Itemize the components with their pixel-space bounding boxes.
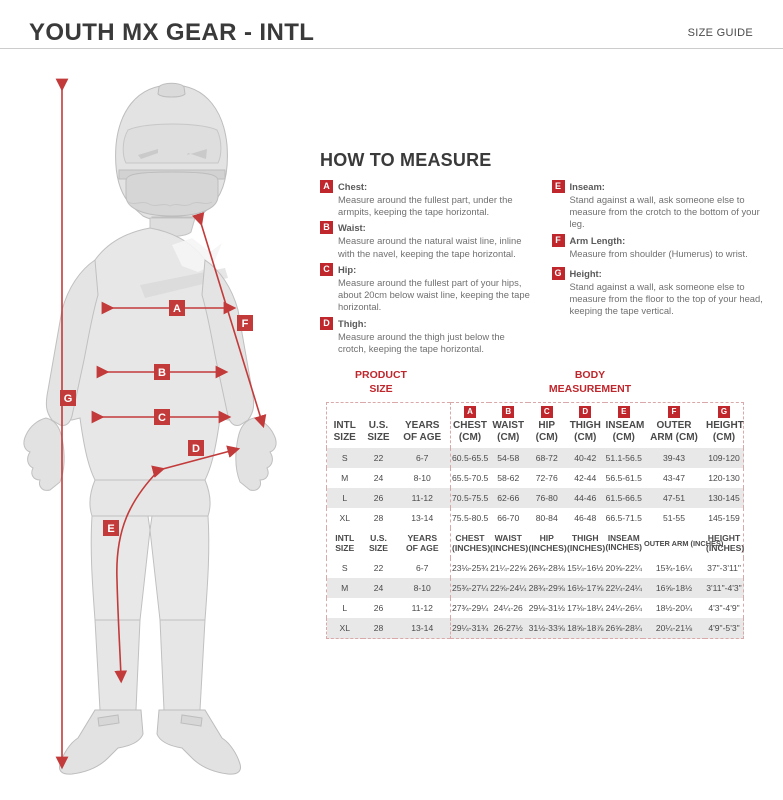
svg-text:E: E — [107, 523, 114, 535]
svg-text:C: C — [158, 412, 166, 424]
svg-text:B: B — [158, 367, 166, 379]
svg-text:F: F — [242, 318, 249, 330]
svg-text:A: A — [173, 303, 181, 315]
svg-text:G: G — [64, 393, 73, 405]
svg-text:D: D — [192, 443, 200, 455]
